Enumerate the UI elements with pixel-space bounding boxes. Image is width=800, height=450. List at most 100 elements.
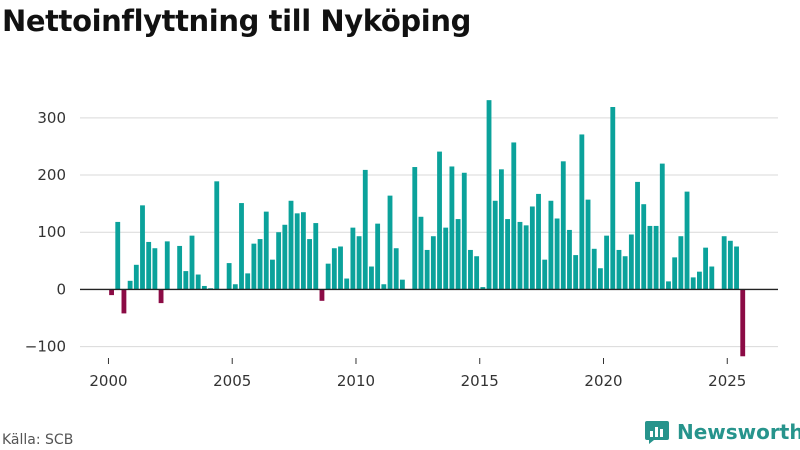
bar [523, 225, 529, 290]
bar [709, 266, 715, 290]
bar [690, 277, 696, 290]
bar [659, 163, 665, 290]
bar [480, 287, 486, 290]
bar [300, 212, 306, 290]
bar [437, 151, 442, 290]
bar [461, 172, 467, 290]
bar [511, 142, 517, 290]
bar [195, 274, 201, 290]
bar [313, 223, 319, 290]
bar [226, 263, 232, 290]
brand-logo: Newsworthy [644, 419, 800, 445]
x-tick-label: 2005 [213, 372, 251, 390]
bar [684, 191, 690, 290]
bar [387, 195, 393, 290]
bar [251, 243, 257, 290]
bar [560, 161, 566, 290]
bar [628, 234, 634, 290]
bar [133, 264, 139, 290]
x-tick-label: 2025 [708, 372, 746, 390]
bar [257, 239, 263, 290]
bar [356, 236, 362, 290]
bar [399, 279, 405, 290]
bar [140, 205, 145, 290]
bar [183, 271, 189, 290]
grid-layer [80, 117, 778, 348]
bar [307, 239, 312, 290]
bar [158, 289, 164, 304]
y-tick-label: −100 [25, 338, 66, 356]
bar [616, 249, 622, 290]
bar [697, 271, 702, 290]
bar [604, 235, 610, 290]
y-tick-label: 100 [37, 223, 66, 241]
bar [232, 284, 238, 290]
bar [498, 169, 504, 290]
bar [369, 266, 374, 290]
bar [319, 289, 325, 301]
bar [325, 263, 331, 290]
bar [492, 200, 498, 290]
bar [424, 249, 430, 290]
bar [350, 227, 356, 290]
bar [721, 236, 727, 290]
bar [189, 235, 195, 290]
bar [468, 249, 473, 290]
bar [734, 246, 739, 290]
bar [474, 256, 480, 290]
bar [672, 257, 678, 290]
bar [115, 221, 121, 290]
bar [727, 240, 733, 290]
bar [653, 225, 659, 290]
bar [418, 216, 424, 290]
bar [647, 225, 653, 290]
bar [375, 223, 381, 290]
bar [554, 218, 560, 290]
bar [567, 229, 572, 290]
bar [245, 273, 251, 290]
bar [177, 245, 183, 290]
bar [201, 285, 207, 290]
bar [152, 248, 158, 290]
chart-title: Nettoinflyttning till Nyköping [2, 4, 471, 38]
bar [146, 241, 152, 290]
bar [486, 100, 492, 290]
y-tick-label: 300 [37, 109, 66, 127]
bar [449, 166, 455, 290]
bar [548, 200, 554, 290]
bar [263, 211, 269, 290]
x-tick-label: 2020 [584, 372, 622, 390]
bar [517, 221, 523, 290]
bar [666, 281, 671, 290]
bar [740, 289, 746, 357]
bar [610, 107, 616, 290]
y-tick-label: 200 [37, 166, 66, 184]
bar [109, 289, 114, 296]
bar [214, 181, 220, 290]
bar [127, 280, 133, 290]
bar [579, 134, 585, 290]
bar [505, 219, 510, 290]
bar [276, 232, 282, 290]
bar [294, 213, 300, 290]
bar [288, 200, 294, 290]
bar [344, 278, 350, 290]
bar [678, 236, 684, 290]
x-tick-label: 2015 [461, 372, 499, 390]
bar [443, 227, 449, 290]
bar [121, 289, 127, 314]
bar [362, 169, 368, 290]
source-label: Källa: SCB [2, 432, 74, 448]
bar [597, 268, 603, 290]
bar [529, 206, 535, 290]
bar [585, 199, 591, 290]
y-tick-label: 0 [56, 280, 66, 298]
bar [622, 256, 628, 290]
bar [282, 224, 288, 290]
bar [641, 204, 647, 290]
bar [542, 259, 548, 290]
bar [455, 219, 461, 290]
x-tick-label: 2010 [337, 372, 375, 390]
axis-layer: −100 0 100 200 300 2000 2005 2010 2015 2020 2025 [25, 109, 778, 390]
